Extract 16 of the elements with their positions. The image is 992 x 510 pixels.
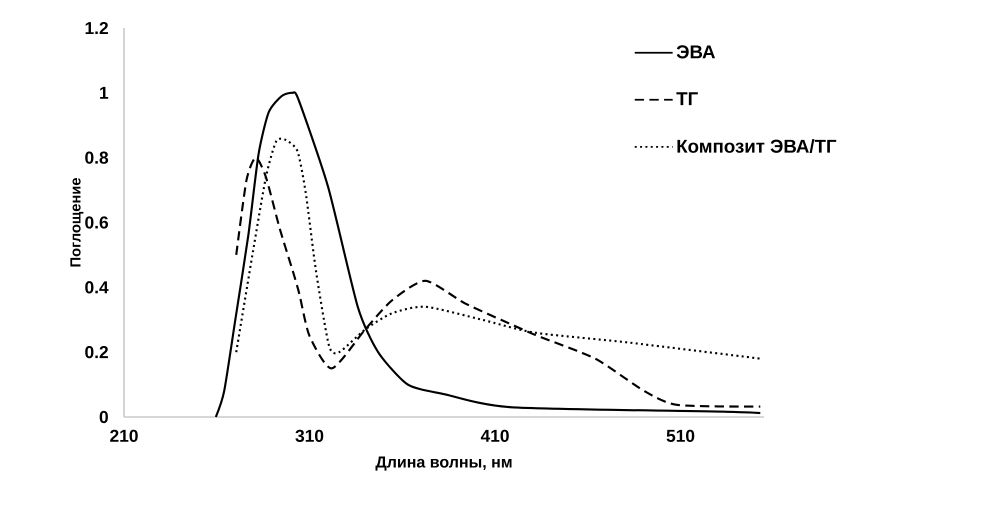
- y-tick-label: 0.2: [85, 346, 108, 358]
- x-tick-label: 510: [666, 430, 694, 442]
- y-tick-label: 0.8: [85, 152, 108, 164]
- x-tick-label: 310: [295, 430, 324, 442]
- legend-label: ЭВА: [676, 45, 716, 58]
- y-axis-title: Поглощение: [70, 178, 84, 266]
- legend-label: ТГ: [676, 92, 698, 106]
- x-tick-label: 210: [110, 430, 138, 442]
- y-tick-label: 1: [100, 86, 108, 99]
- y-tick-label: 0: [100, 410, 108, 424]
- legend-label: Композит ЭВА/ТГ: [677, 139, 836, 154]
- x-tick-label: 410: [480, 430, 509, 442]
- y-tick-label: 1.2: [86, 22, 108, 34]
- y-tick-label: 0.6: [85, 216, 108, 229]
- x-axis-title: Длина волны, нм: [376, 456, 512, 471]
- y-tick-label: 0.4: [85, 281, 109, 294]
